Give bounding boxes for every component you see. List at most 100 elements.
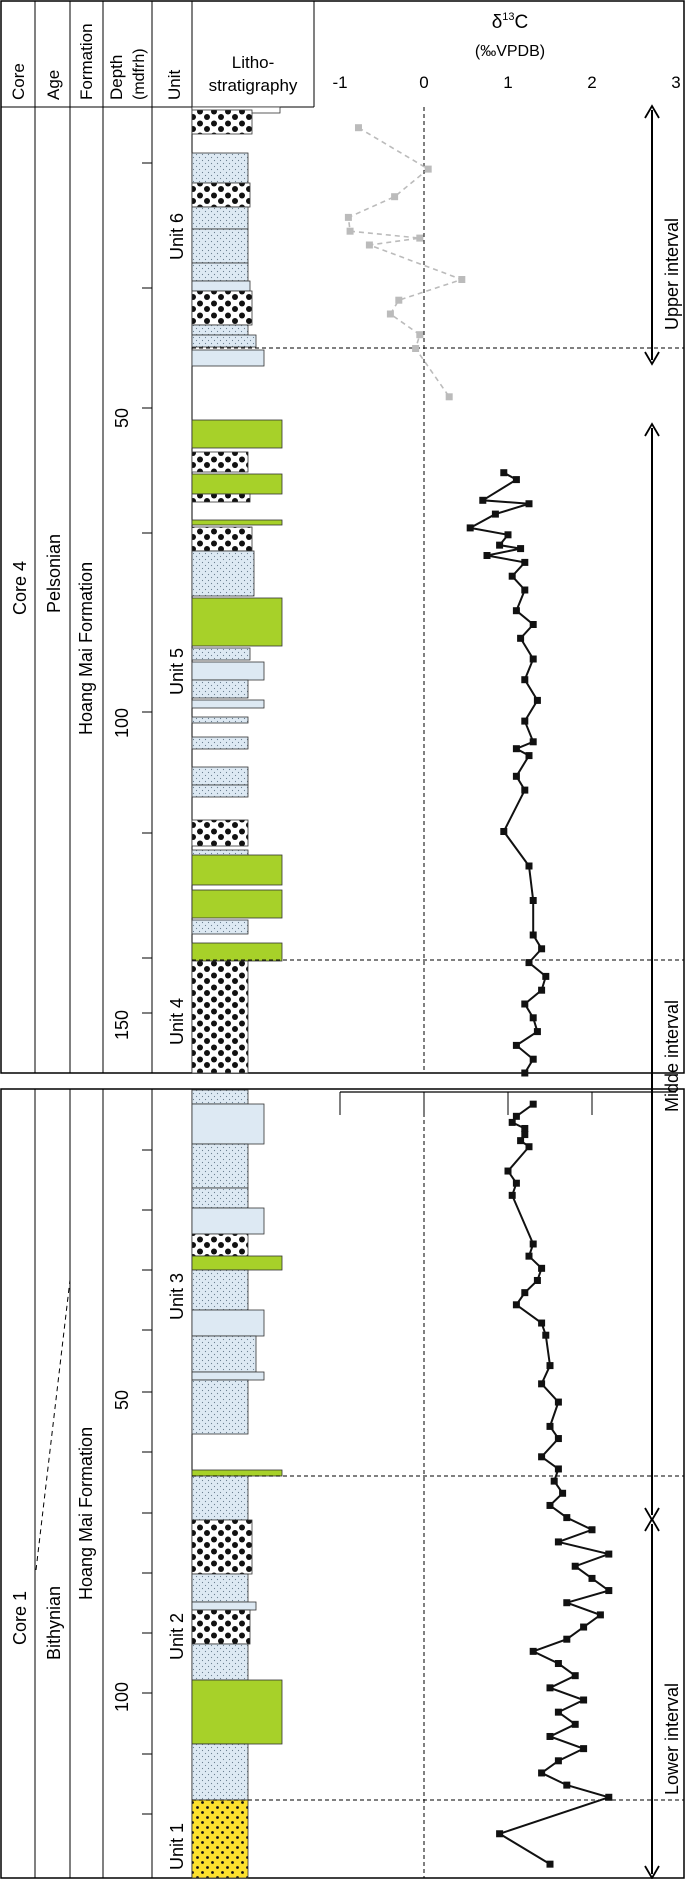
core1-lithology — [191, 1089, 283, 1879]
age-boundary-diagonal — [35, 1279, 71, 1571]
data-point — [512, 772, 520, 780]
core4-core-label: Core 4 — [10, 561, 30, 615]
data-point — [546, 1684, 554, 1692]
data-point — [554, 1757, 562, 1765]
middle-interval-label: Midde interval — [662, 1000, 682, 1112]
data-point — [554, 1660, 562, 1668]
data-point — [496, 1830, 504, 1838]
header-formation: Formation — [77, 23, 96, 100]
data-point — [365, 241, 373, 249]
core1-frame — [0, 1088, 685, 1879]
data-point — [445, 393, 453, 401]
data-point — [538, 1769, 546, 1777]
unit4-label: Unit 4 — [167, 998, 187, 1045]
data-point — [542, 972, 550, 980]
data-point — [521, 586, 529, 594]
x-axis-ticks: -1 0 1 2 3 — [332, 73, 680, 92]
data-point — [529, 738, 537, 746]
x-tick-label: 1 — [503, 73, 512, 92]
interval-brackets — [644, 104, 660, 1879]
data-point — [521, 1000, 529, 1008]
data-point — [504, 531, 512, 539]
data-point — [500, 828, 508, 835]
data-point — [521, 717, 529, 725]
unit5-label: Unit 5 — [167, 648, 187, 695]
data-point — [525, 959, 533, 967]
data-point — [546, 1362, 554, 1370]
data-point — [538, 1264, 546, 1272]
data-point — [546, 1422, 554, 1430]
data-point — [563, 1781, 571, 1789]
data-point — [386, 310, 394, 318]
core1-depth-50: 50 — [112, 1390, 132, 1410]
data-point — [466, 524, 474, 532]
core1-core-label: Core 1 — [10, 1591, 30, 1645]
core4-formation-label: Hoang Mai Formation — [76, 562, 96, 735]
data-point — [529, 931, 537, 939]
data-point — [479, 496, 487, 504]
unit3-label: Unit 3 — [167, 1273, 187, 1320]
data-point — [529, 1100, 537, 1108]
core4-depth-tickmarks — [142, 162, 152, 1014]
data-point — [521, 558, 529, 566]
data-point — [512, 745, 520, 753]
data-point — [554, 1465, 562, 1473]
data-point — [517, 634, 525, 642]
header-delta13c-units: (‰VPDB) — [475, 43, 545, 60]
data-point — [521, 786, 529, 794]
data-point — [424, 165, 432, 173]
data-point — [546, 1501, 554, 1509]
header-depth-units: (mdfrh) — [131, 48, 148, 100]
core4-plot — [192, 107, 684, 1077]
core4-depth-100: 100 — [112, 708, 132, 738]
data-point — [525, 752, 533, 760]
data-point — [538, 1380, 546, 1388]
data-point — [416, 331, 424, 339]
data-point — [512, 476, 520, 484]
data-point — [563, 1514, 571, 1522]
x-tick-label: 2 — [587, 73, 596, 92]
data-point — [538, 1453, 546, 1461]
core1-series — [496, 1100, 613, 1868]
data-point — [542, 1331, 550, 1339]
data-point — [563, 1599, 571, 1607]
data-point — [554, 1708, 562, 1716]
data-point — [546, 1732, 554, 1740]
unit6-label: Unit 6 — [167, 213, 187, 260]
data-point — [458, 276, 466, 283]
data-point — [554, 1435, 562, 1443]
data-point — [588, 1526, 596, 1534]
data-point — [521, 676, 529, 684]
lower-interval-label: Lower interval — [662, 1683, 682, 1795]
data-point — [580, 1623, 588, 1631]
data-point — [483, 552, 491, 559]
core1-plot — [192, 1091, 684, 1878]
data-point — [504, 1167, 512, 1175]
core4-panel: Core Age Formation Depth (mdfrh) Unit Li… — [0, 0, 685, 1077]
data-point — [517, 545, 525, 553]
header-core: Core — [9, 63, 28, 100]
data-point — [517, 1137, 525, 1145]
data-point — [533, 1028, 541, 1036]
data-point — [605, 1550, 613, 1558]
data-point — [508, 1118, 516, 1126]
x-tick-label: 0 — [419, 73, 428, 92]
data-point — [571, 1720, 579, 1728]
data-point — [533, 696, 541, 704]
data-point — [546, 1860, 554, 1868]
data-point — [580, 1696, 588, 1704]
core1-age-label: Bithynian — [44, 1586, 64, 1660]
data-point — [529, 1014, 537, 1022]
data-point — [521, 1069, 529, 1077]
data-point — [525, 500, 533, 508]
data-point — [395, 296, 403, 304]
data-point — [512, 1179, 520, 1187]
data-point — [525, 862, 533, 870]
data-point — [521, 1289, 529, 1297]
data-point — [580, 1745, 588, 1753]
data-point — [512, 1112, 520, 1120]
data-point — [571, 1672, 579, 1680]
data-point — [529, 655, 537, 663]
upper-interval-label: Upper interval — [662, 218, 682, 330]
data-point — [508, 1191, 516, 1199]
